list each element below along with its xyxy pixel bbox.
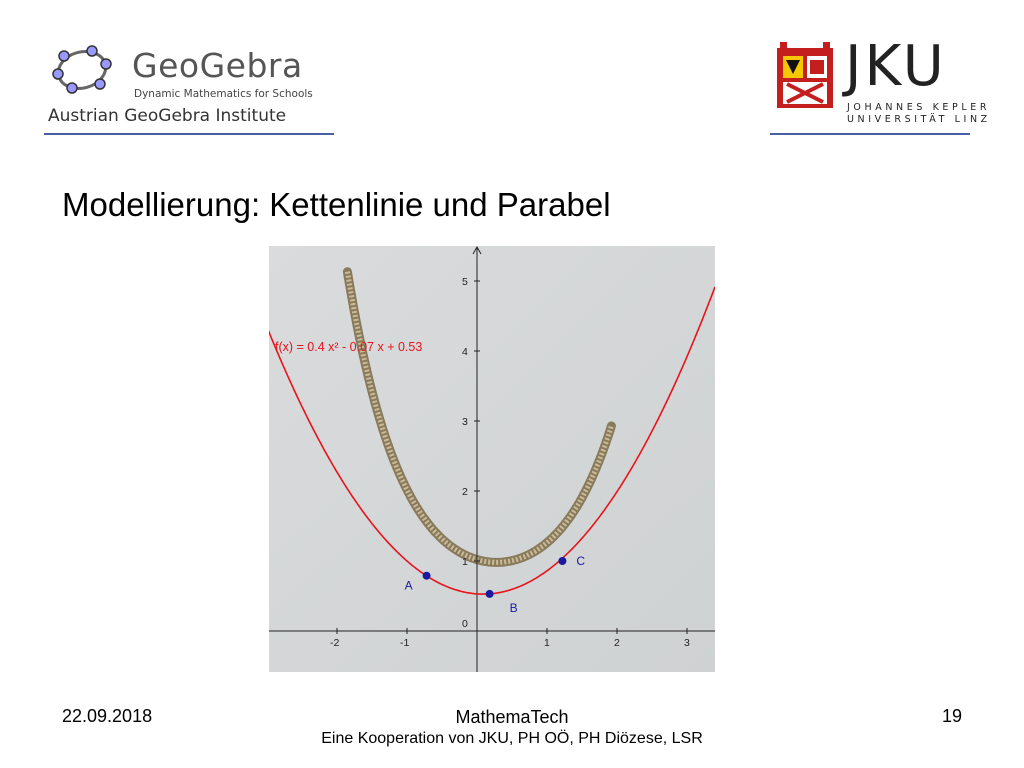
jku-logo: JKU JOHANNES KEPLER UNIVERSITÄT LINZ	[775, 34, 991, 130]
point-label-a: A	[405, 579, 413, 593]
function-label: f(x) = 0.4 x² - 0.07 x + 0.53	[275, 340, 422, 354]
point-label-b: B	[510, 601, 518, 615]
hanging-chain	[342, 267, 616, 567]
tick-label-origin: 0	[462, 618, 468, 630]
header-rule-left	[44, 133, 334, 135]
geogebra-graph: -2 -1 0 1 2 3 1 2 3 4 5 f(x) = 0.4 x² - 0.07 x + 0…	[269, 246, 715, 672]
y-axis-arrow	[472, 246, 482, 255]
footer-date: 22.09.2018	[62, 706, 153, 726]
geogebra-logo: GeoGebra Dynamic Mathematics for Schools…	[44, 40, 334, 132]
jku-name: JKU	[845, 34, 947, 99]
geogebra-ellipse-icon	[52, 45, 112, 94]
slide-title: Modellierung: Kettenlinie und Parabel	[62, 186, 611, 223]
geogebra-name: GeoGebra	[132, 46, 303, 85]
chain-links	[344, 271, 614, 565]
x-tick-label: -1	[400, 637, 409, 649]
footer-center: MathemaTech Eine Kooperation von JKU, PH…	[312, 706, 712, 750]
y-tick-label: 4	[462, 346, 468, 358]
jku-subtitle: JOHANNES KEPLER UNIVERSITÄT LINZ	[847, 102, 991, 126]
point-a	[422, 571, 431, 580]
point-c	[558, 557, 567, 565]
x-tick-label: 3	[684, 637, 690, 649]
footer-cooperation: Eine Kooperation von JKU, PH OÖ, PH Diöz…	[321, 730, 703, 747]
jku-crest-icon	[777, 42, 833, 108]
header-rule-right	[770, 133, 970, 135]
y-tick-label: 1	[462, 556, 468, 568]
photo-background	[269, 246, 715, 672]
geogebra-institute: Austrian GeoGebra Institute	[48, 106, 287, 126]
y-tick-label: 2	[462, 486, 468, 498]
y-tick-label: 3	[462, 416, 468, 428]
page-number: 19	[941, 706, 962, 726]
jku-subtitle-line1: JOHANNES KEPLER	[847, 102, 991, 113]
footer-title: MathemaTech	[455, 707, 569, 727]
point-label-c: C	[576, 554, 585, 568]
axes: -2 -1 0 1 2 3 1 2 3 4 5	[269, 246, 715, 672]
geogebra-tagline: Dynamic Mathematics for Schools	[134, 88, 313, 100]
x-tick-label: 2	[614, 637, 620, 649]
jku-subtitle-line2: UNIVERSITÄT LINZ	[847, 114, 991, 125]
points: A B C	[405, 554, 586, 615]
x-tick-label: -2	[330, 637, 339, 649]
x-tick-label: 1	[544, 637, 550, 649]
point-b	[485, 589, 494, 598]
y-tick-label: 5	[462, 276, 468, 288]
